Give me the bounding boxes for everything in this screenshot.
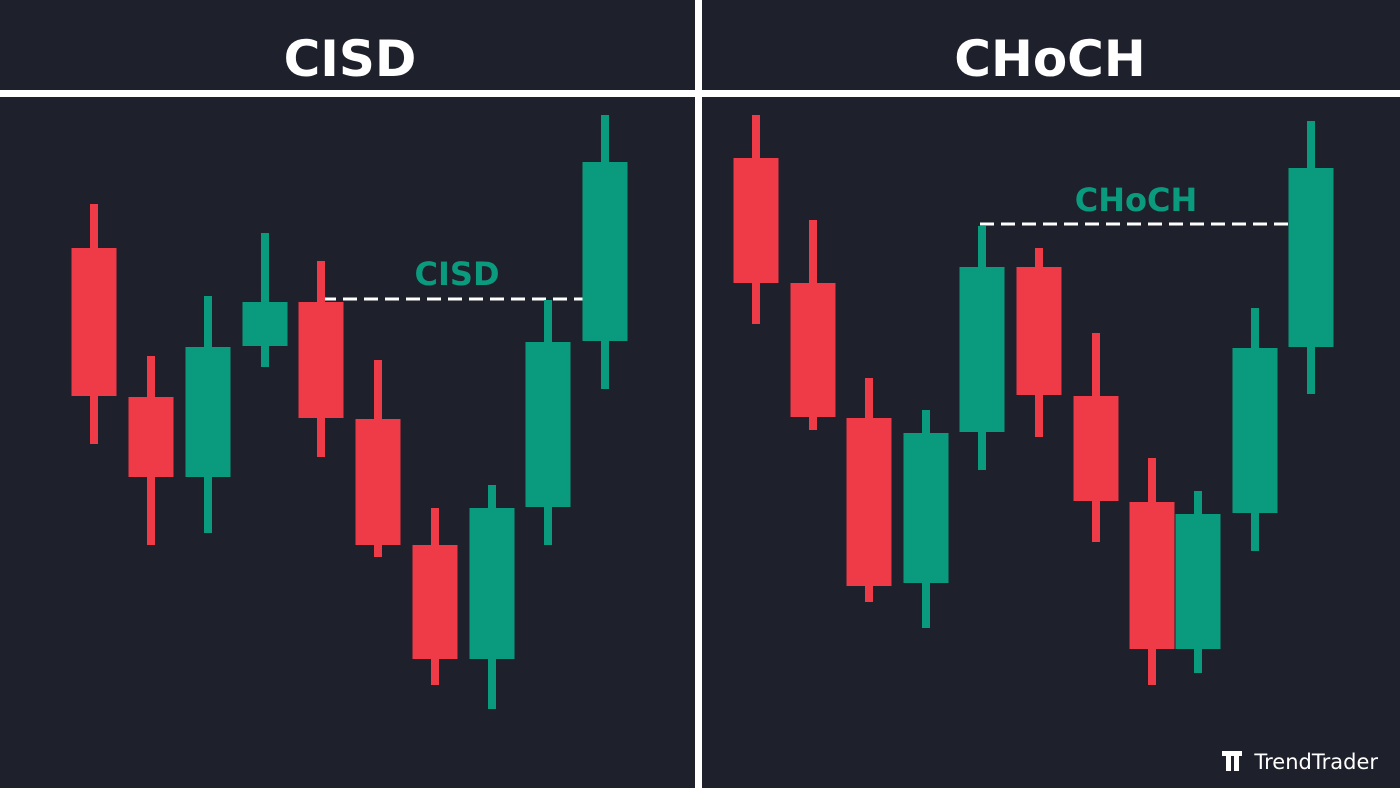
candle-body (846, 418, 892, 586)
candle-body (1016, 267, 1062, 395)
panel-title: CISD (284, 30, 417, 88)
divider-vertical (695, 0, 702, 788)
annotation: CISD (415, 255, 500, 293)
candle-body (469, 508, 515, 659)
candle-body (71, 248, 117, 396)
candle-body (185, 347, 231, 477)
candle-body (1232, 348, 1278, 513)
candle-body (412, 545, 458, 659)
candle-body (1175, 514, 1221, 649)
candle-body (582, 162, 628, 341)
brand-name: TrendTrader (1253, 750, 1378, 774)
candle-body (733, 158, 779, 283)
divider-horizontal (0, 90, 1400, 97)
candle-body (525, 342, 571, 507)
candle-body (790, 283, 836, 417)
annotation: CHoCH (1075, 181, 1198, 219)
candle-body (1129, 502, 1175, 649)
candle-body (903, 433, 949, 583)
candle-body (242, 302, 288, 346)
candle-body (1288, 168, 1334, 347)
panel-title: CHoCH (954, 30, 1145, 88)
candle-body (355, 419, 401, 545)
candle-wick (261, 233, 269, 367)
candle-body (959, 267, 1005, 432)
candle-body (1073, 396, 1119, 501)
candle-body (128, 397, 174, 477)
brand-logo (1222, 751, 1242, 771)
candle-body (298, 302, 344, 418)
candles (71, 115, 1334, 709)
